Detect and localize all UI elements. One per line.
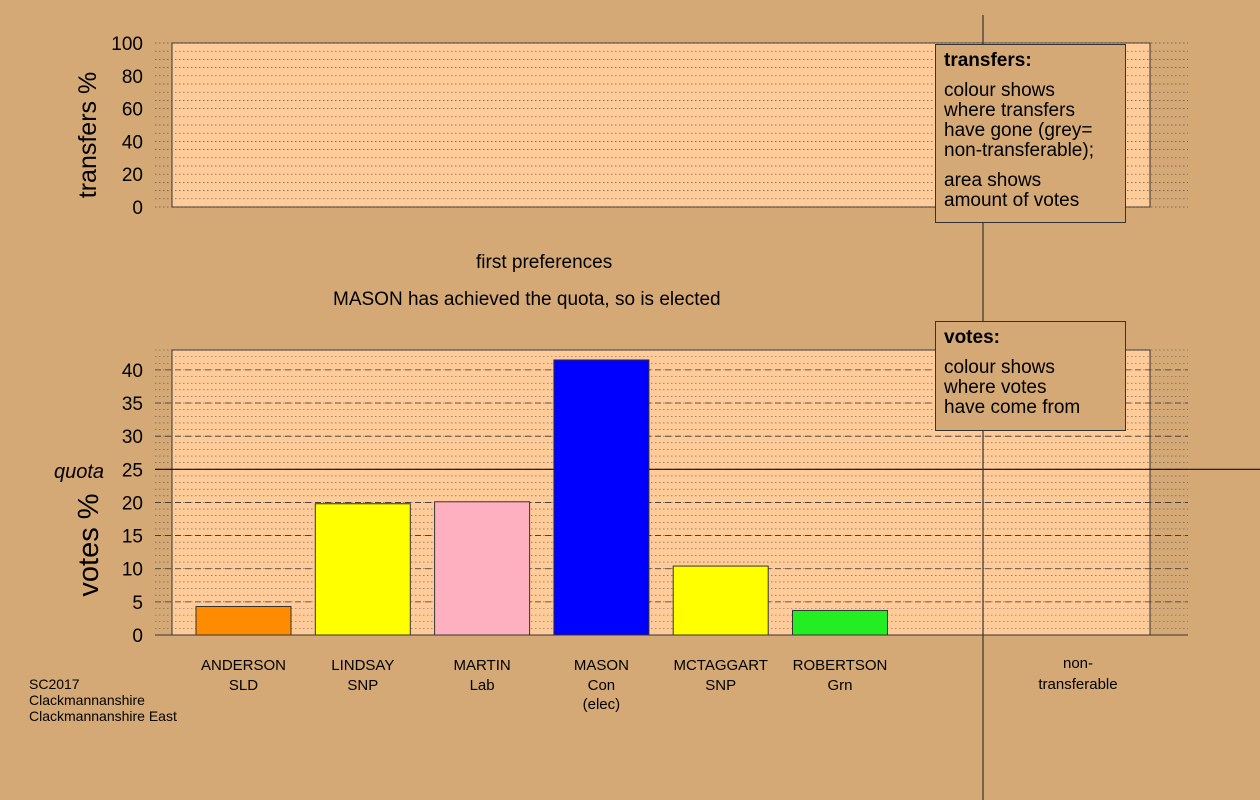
- candidate-status-label: (elec): [583, 696, 621, 713]
- votes-panel: 0 5 10 15 20 25 30 35 40 ANDERSON SLD LINDSAY SNP MAR…: [122, 349, 1260, 713]
- votes-tick-label: 35: [122, 394, 143, 415]
- status-heading: MASON has achieved the quota, so is elec…: [333, 289, 721, 310]
- footer-line: Clackmannanshire East: [29, 708, 177, 724]
- vote-bar: [434, 501, 531, 636]
- quota-label: quota: [54, 461, 104, 483]
- transfers-tick-label: 0: [132, 198, 143, 219]
- transfers-legend-line: amount of votes: [944, 190, 1080, 211]
- candidate-name-label: ANDERSON: [201, 657, 286, 674]
- candidate-party-label: Con: [588, 677, 616, 694]
- vote-bar: [792, 609, 888, 636]
- footer-line: SC2017: [29, 676, 80, 692]
- candidate-name-label: MARTIN: [453, 657, 510, 674]
- transfers-tick-label: 40: [122, 132, 143, 153]
- votes-legend-line: have come from: [944, 397, 1081, 418]
- transfers-legend-line: have gone (grey=: [944, 120, 1093, 141]
- votes-tick-label: 15: [122, 527, 143, 548]
- transfers-legend-line: where transfers: [944, 100, 1075, 121]
- votes-legend-line: where votes: [944, 377, 1047, 398]
- votes-tick-label: 30: [122, 427, 143, 448]
- transfers-tick-label: 80: [122, 67, 143, 88]
- votes-tick-label: 10: [122, 560, 143, 581]
- transfers-tick-label: 20: [122, 165, 143, 186]
- votes-legend-title: votes:: [944, 327, 1000, 348]
- nontransferable-label-1: non-: [1063, 655, 1093, 672]
- votes-tick-label: 0: [132, 626, 143, 647]
- votes-legend: votes: colour shows where votes have com…: [935, 321, 1126, 431]
- candidate-party-label: Lab: [470, 677, 495, 694]
- vote-bar: [553, 359, 650, 636]
- candidate-name-label: LINDSAY: [331, 657, 394, 674]
- vote-bar: [195, 606, 292, 636]
- votes-tick-label: 5: [132, 593, 143, 614]
- stage-heading: first preferences: [476, 252, 613, 273]
- transfers-legend-line: non-transferable);: [944, 140, 1094, 161]
- candidate-name-label: ROBERTSON: [793, 657, 888, 674]
- transfers-legend-title: transfers:: [944, 50, 1032, 71]
- transfers-legend-line: colour shows: [944, 80, 1055, 101]
- votes-axis-label: votes %: [73, 493, 105, 596]
- candidate-party-label: SNP: [347, 677, 378, 694]
- footer-line: Clackmannanshire: [29, 692, 145, 708]
- transfers-legend-line: area shows: [944, 170, 1042, 191]
- transfers-axis-label: transfers %: [74, 72, 102, 198]
- vote-bar: [672, 565, 769, 636]
- election-footer: SC2017 Clackmannanshire Clackmannanshire…: [29, 676, 177, 724]
- candidate-party-label: Grn: [827, 677, 852, 694]
- transfers-legend: transfers: colour shows where transfers …: [935, 44, 1126, 223]
- candidate-name-label: MCTAGGART: [673, 657, 767, 674]
- votes-tick-label: 20: [122, 493, 143, 514]
- nontransferable-label-2: transferable: [1038, 676, 1117, 693]
- candidate-name-label: MASON: [574, 657, 629, 674]
- votes-tick-label: 25: [122, 460, 143, 481]
- transfers-tick-label: 100: [111, 34, 143, 55]
- candidate-party-label: SLD: [229, 677, 258, 694]
- votes-legend-line: colour shows: [944, 357, 1055, 378]
- candidate-party-label: SNP: [705, 677, 736, 694]
- votes-tick-label: 40: [122, 361, 143, 382]
- vote-bar: [314, 503, 411, 636]
- transfers-tick-label: 60: [122, 100, 143, 121]
